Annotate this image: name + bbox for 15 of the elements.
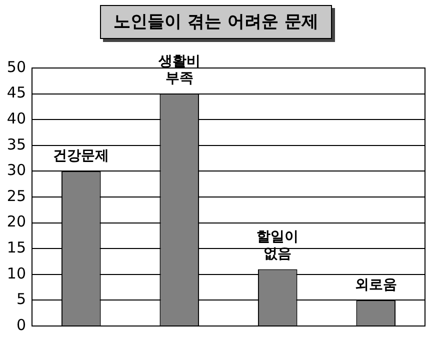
chart-title: 노인들이 겪는 어려운 문제 bbox=[100, 5, 332, 39]
y-tick-label: 5 bbox=[16, 290, 26, 308]
y-tick-label: 35 bbox=[6, 135, 26, 154]
y-tick-label: 25 bbox=[6, 186, 26, 205]
y-tick-label: 10 bbox=[6, 264, 26, 282]
y-tick-label: 15 bbox=[6, 238, 26, 256]
y-tick-label: 50 bbox=[6, 58, 26, 76]
y-tick-label: 40 bbox=[6, 109, 26, 128]
y-tick-label: 20 bbox=[6, 212, 26, 231]
x-tick-label: 건강문제 bbox=[53, 148, 110, 164]
x-tick-label: 외로움 bbox=[354, 276, 397, 293]
y-tick-label: 0 bbox=[16, 316, 26, 334]
x-tick-label: 생활비 부족 bbox=[157, 53, 200, 86]
y-tick-label: 30 bbox=[6, 161, 26, 180]
y-tick-label: 45 bbox=[6, 84, 26, 102]
